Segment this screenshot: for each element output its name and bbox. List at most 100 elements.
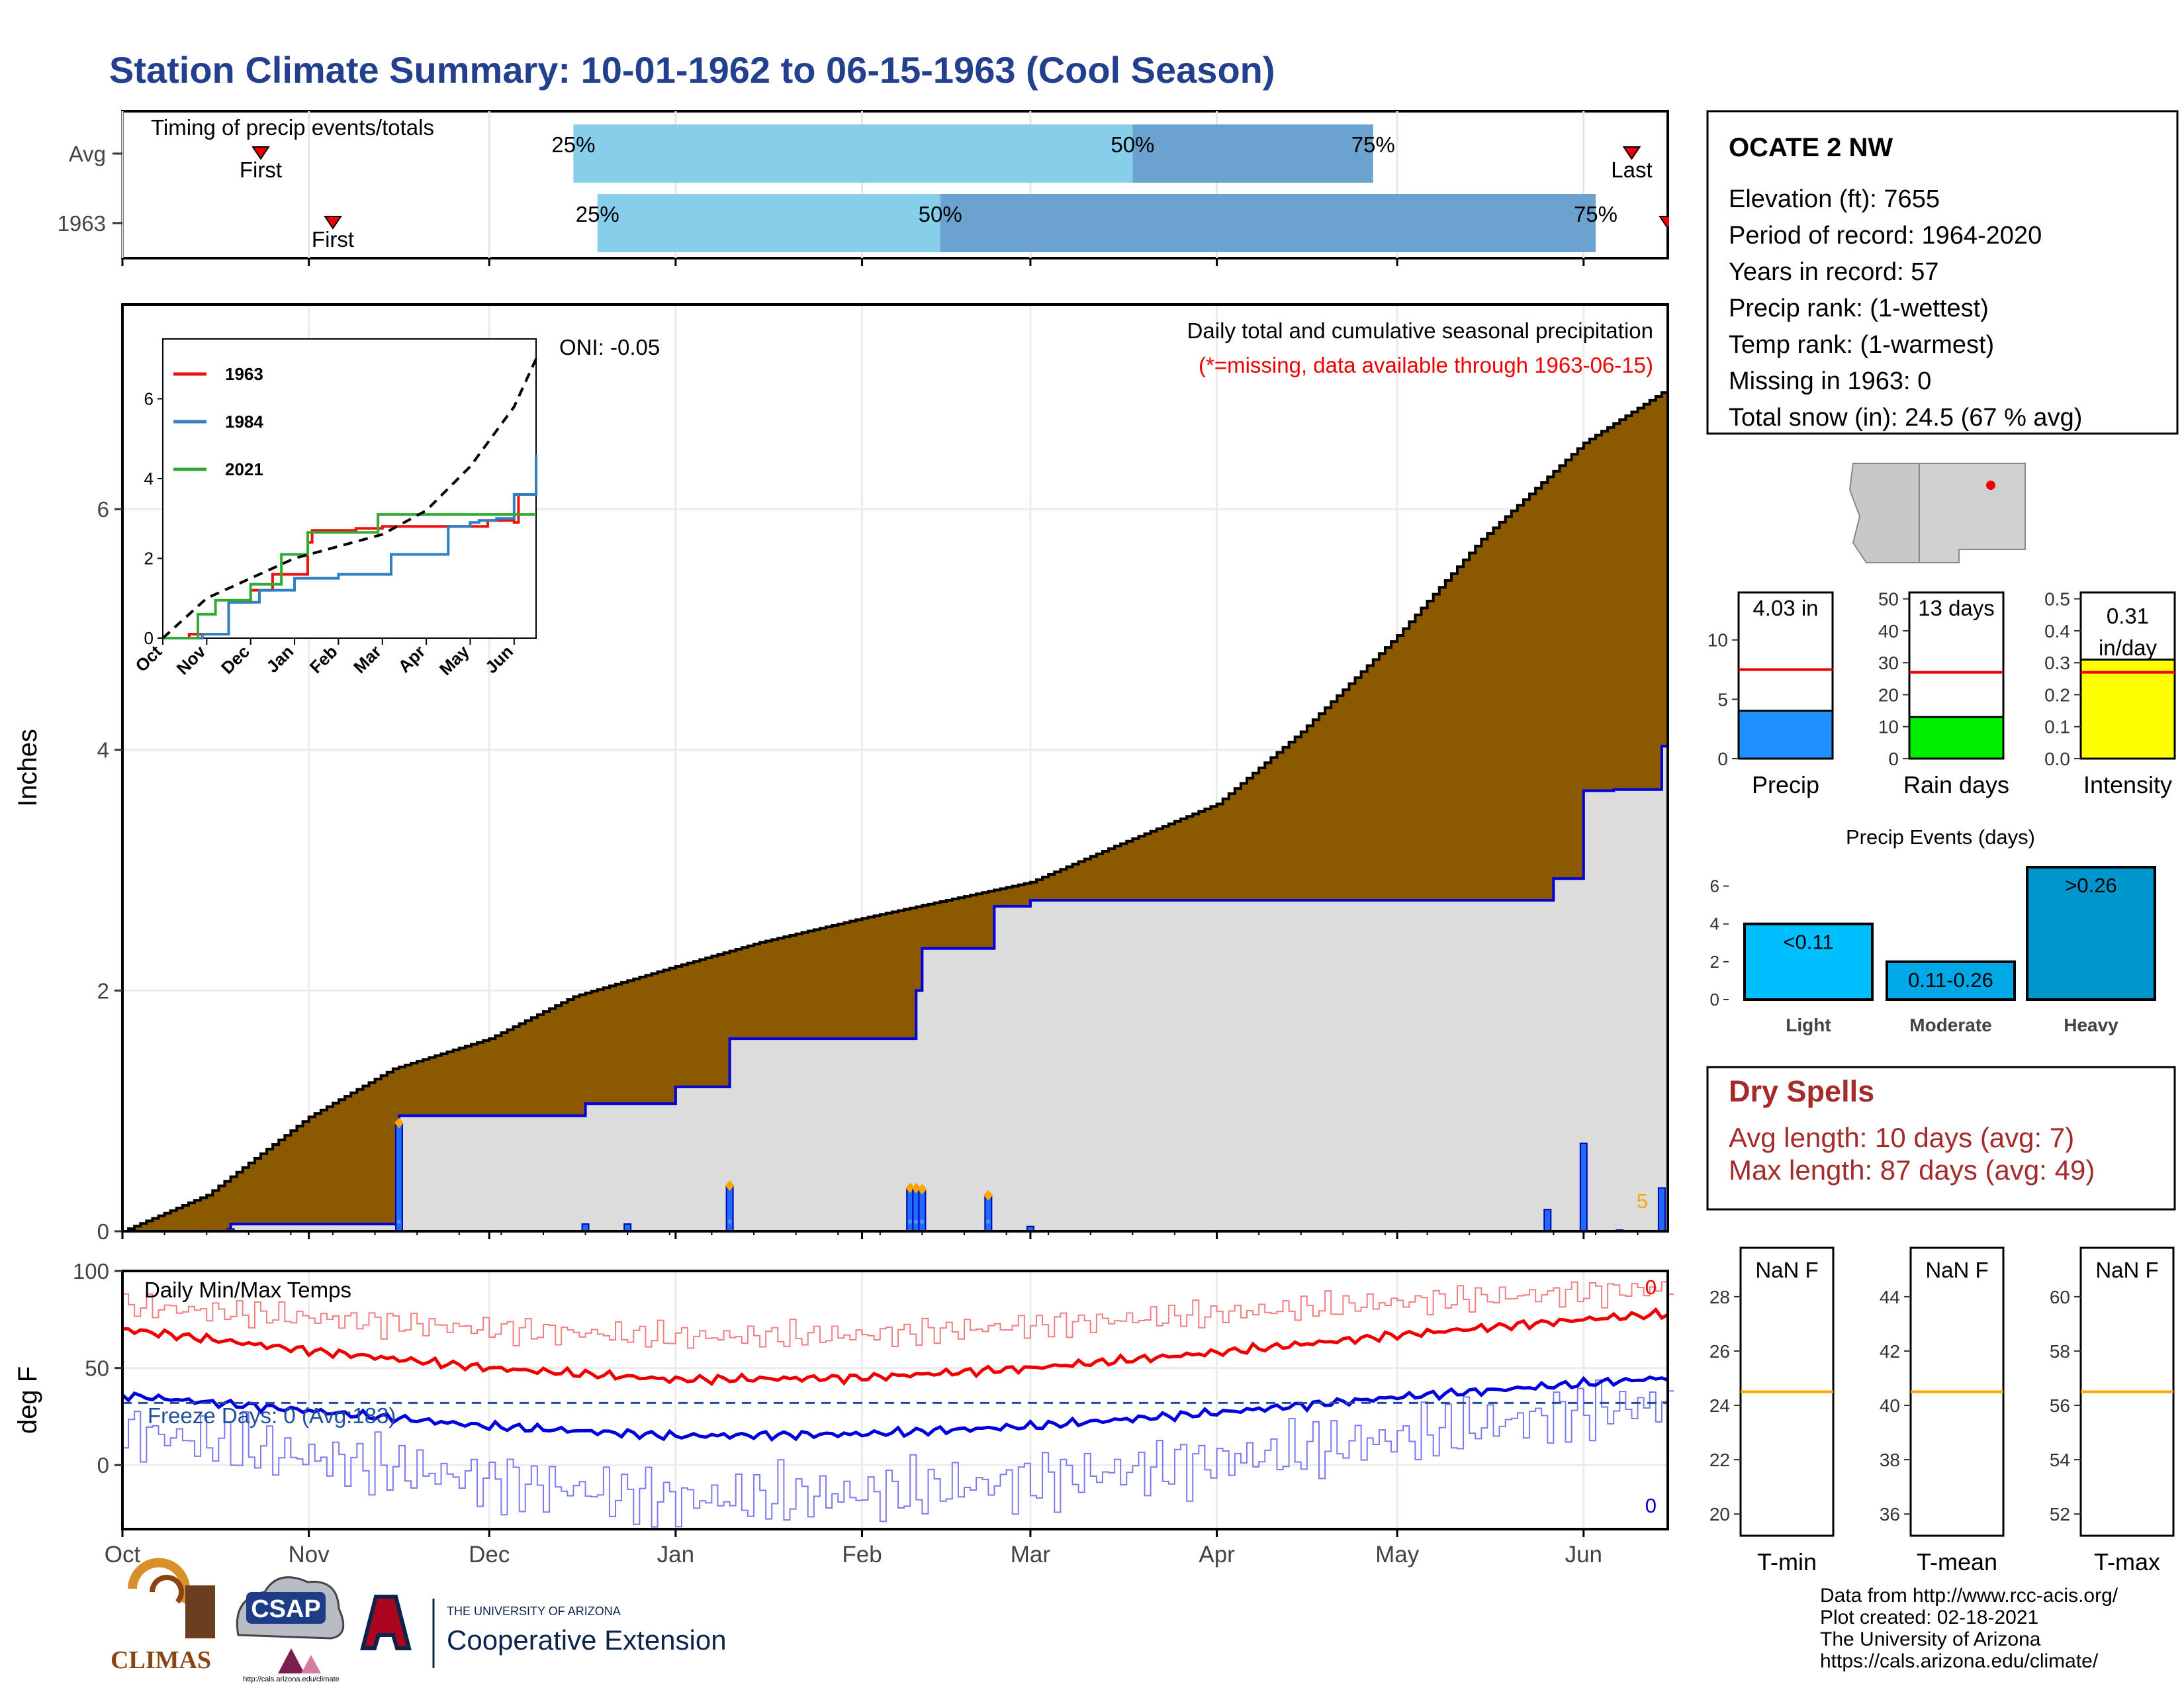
station-name: OCATE 2 NW bbox=[1729, 133, 1893, 162]
freeze-days-label: Freeze Days: 0 (Avg:183) bbox=[148, 1403, 396, 1428]
avg-cumulative-line bbox=[122, 389, 1669, 1233]
temp-box-value: NaN F bbox=[2095, 1258, 2158, 1282]
temp-box-ytick-label: 22 bbox=[1709, 1450, 1730, 1470]
temp-box-ytick-label: 36 bbox=[1880, 1504, 1900, 1524]
station-info-line: Missing in 1963: 0 bbox=[1729, 367, 1931, 395]
credit-line: https://cals.arizona.edu/climate/ bbox=[1820, 1650, 2099, 1672]
first-label: First bbox=[312, 227, 354, 252]
first-label: First bbox=[240, 158, 282, 182]
snow-asterisk: * bbox=[913, 1217, 919, 1232]
temp-panel-bg bbox=[122, 1271, 1668, 1529]
temp-xtick-label: May bbox=[1375, 1542, 1420, 1568]
temp-boxes: 20 22 24 26 28 NaN F T-min 36 38 40 42 44 NaN F T-mea… bbox=[1709, 1246, 2175, 1575]
timing-50-label: 50% bbox=[919, 202, 962, 226]
missing-note: (*=missing, data available through 1963-… bbox=[1199, 353, 1653, 377]
credits: Data from http://www.rcc-acis.org/Plot c… bbox=[1820, 1585, 2118, 1672]
temp-box-ytick-label: 54 bbox=[2050, 1450, 2070, 1470]
small-bar-value: 0.31 bbox=[2107, 604, 2149, 628]
record-min-line bbox=[122, 1379, 1674, 1528]
small-bar-value: 4.03 in bbox=[1752, 596, 1818, 620]
precip-events-chart: Precip Events (days) 0 2 4 6 <0.11 Light 0.11-… bbox=[1710, 825, 2156, 1035]
timing-25-label: 25% bbox=[576, 202, 619, 226]
events-ytick-label: 4 bbox=[1710, 914, 1719, 934]
event-category-label: Moderate bbox=[1909, 1015, 1991, 1035]
small-bar-label: Rain days bbox=[1903, 771, 2009, 798]
temp-box-ytick-label: 42 bbox=[1880, 1341, 1900, 1362]
climas-text: CLIMAS bbox=[111, 1646, 211, 1674]
csap-text: CSAP bbox=[251, 1595, 321, 1623]
event-bar bbox=[1886, 960, 2016, 1002]
event-category-label: Light bbox=[1786, 1015, 1831, 1035]
small-bar-fill bbox=[2079, 658, 2176, 760]
small-bar-ytick-label: 0.2 bbox=[2044, 684, 2070, 705]
avg-max-line bbox=[122, 1307, 1669, 1386]
snow-marker bbox=[917, 1184, 927, 1195]
station-info-line: Total snow (in): 24.5 (67 % avg) bbox=[1729, 404, 2082, 432]
small-bar-ytick-label: 0.0 bbox=[2044, 749, 2070, 769]
snow-marker bbox=[725, 1180, 735, 1191]
temp-axis: 0 50 100 Oct Nov Dec Jan Feb Mar Apr May Jun bbox=[73, 1259, 1602, 1568]
temp-box-ytick-label: 24 bbox=[1709, 1395, 1730, 1416]
timing-75-label: 75% bbox=[1574, 202, 1617, 226]
timing-75-label: 75% bbox=[1351, 132, 1395, 157]
timing-rows: Avg25%50%75%FirstLast196325%50%75%FirstL… bbox=[58, 111, 1702, 263]
new-mexico-shape bbox=[1919, 463, 2026, 563]
small-bar-ytick-label: 0.3 bbox=[2044, 653, 2070, 673]
small-bar-ytick-label: 40 bbox=[1878, 621, 1899, 641]
temp-box-ytick-label: 26 bbox=[1709, 1341, 1730, 1362]
inset-legend-label: 1984 bbox=[225, 412, 263, 432]
first-marker bbox=[324, 216, 342, 230]
ua-big-text: Cooperative Extension bbox=[447, 1624, 727, 1656]
small-bar-value: 13 days bbox=[1918, 596, 1995, 620]
temp-ytick-label: 0 bbox=[97, 1453, 109, 1477]
small-bar-ytick-label: 10 bbox=[1707, 630, 1728, 651]
main-areas bbox=[122, 389, 1669, 1233]
ua-small-text: THE UNIVERSITY OF ARIZONA bbox=[447, 1605, 621, 1618]
timing-panel: Timing of precip events/totals Avg 25% 50%… bbox=[58, 110, 1702, 266]
precip-events-title: Precip Events (days) bbox=[1846, 825, 2035, 849]
temp-box-label: T-min bbox=[1757, 1548, 1817, 1575]
snow-asterisk: * bbox=[919, 1217, 925, 1232]
temp-box-ytick-label: 40 bbox=[1880, 1395, 1900, 1416]
avg-min-line bbox=[121, 1375, 1668, 1442]
station-info-line: Elevation (ft): 7655 bbox=[1729, 185, 1940, 213]
events-ytick-label: 2 bbox=[1710, 952, 1719, 972]
daily-precip-bar bbox=[1543, 1209, 1552, 1232]
small-bar-ytick-label: 0.4 bbox=[2044, 621, 2070, 641]
small-bar-fill bbox=[1737, 710, 1834, 760]
csap-url: http://cals.arizona.edu/climate bbox=[243, 1675, 340, 1683]
timing-row-label: Avg bbox=[69, 142, 106, 166]
first-marker bbox=[251, 146, 270, 160]
events-ytick-label: 0 bbox=[1710, 990, 1719, 1009]
last-marker bbox=[1622, 146, 1641, 160]
event-bar bbox=[2026, 866, 2156, 1001]
timing-row-label: 1963 bbox=[58, 211, 106, 236]
snow-asterisk: * bbox=[985, 1217, 991, 1232]
inset-legend-label: 1963 bbox=[225, 364, 263, 384]
min-temp-count: 0 bbox=[1645, 1494, 1657, 1517]
snow-asterisk: * bbox=[907, 1217, 913, 1232]
location-map bbox=[1848, 463, 2034, 563]
inset-frame bbox=[162, 338, 537, 639]
dry-spells-avg: Avg length: 10 days (avg: 7) bbox=[1729, 1122, 2074, 1153]
main-ylabel: Inches bbox=[13, 729, 42, 807]
main-ytick-label: 2 bbox=[97, 978, 109, 1003]
timing-title: Timing of precip events/totals bbox=[151, 115, 434, 140]
snow-asterisk: * bbox=[727, 1217, 733, 1232]
temp-box-ytick-label: 52 bbox=[2050, 1504, 2070, 1524]
temp-box-ytick-label: 58 bbox=[2050, 1341, 2070, 1362]
small-bar-ytick-label: 0 bbox=[1717, 749, 1728, 769]
cumulative-1963-area bbox=[122, 746, 1668, 1231]
main-panel-title: Daily total and cumulative seasonal prec… bbox=[1187, 318, 1653, 343]
inset-ytick-label: 2 bbox=[144, 548, 154, 568]
inset-series-line bbox=[163, 454, 537, 639]
timing-clip bbox=[1669, 111, 1702, 263]
main-ytick-label: 4 bbox=[97, 738, 109, 763]
temp-ytick-label: 50 bbox=[85, 1356, 109, 1381]
temp-xtick-label: Oct bbox=[105, 1542, 141, 1568]
snow-asterisk: * bbox=[396, 1217, 402, 1232]
snow-marker bbox=[983, 1190, 993, 1201]
temp-xtick-label: Mar bbox=[1011, 1542, 1051, 1568]
